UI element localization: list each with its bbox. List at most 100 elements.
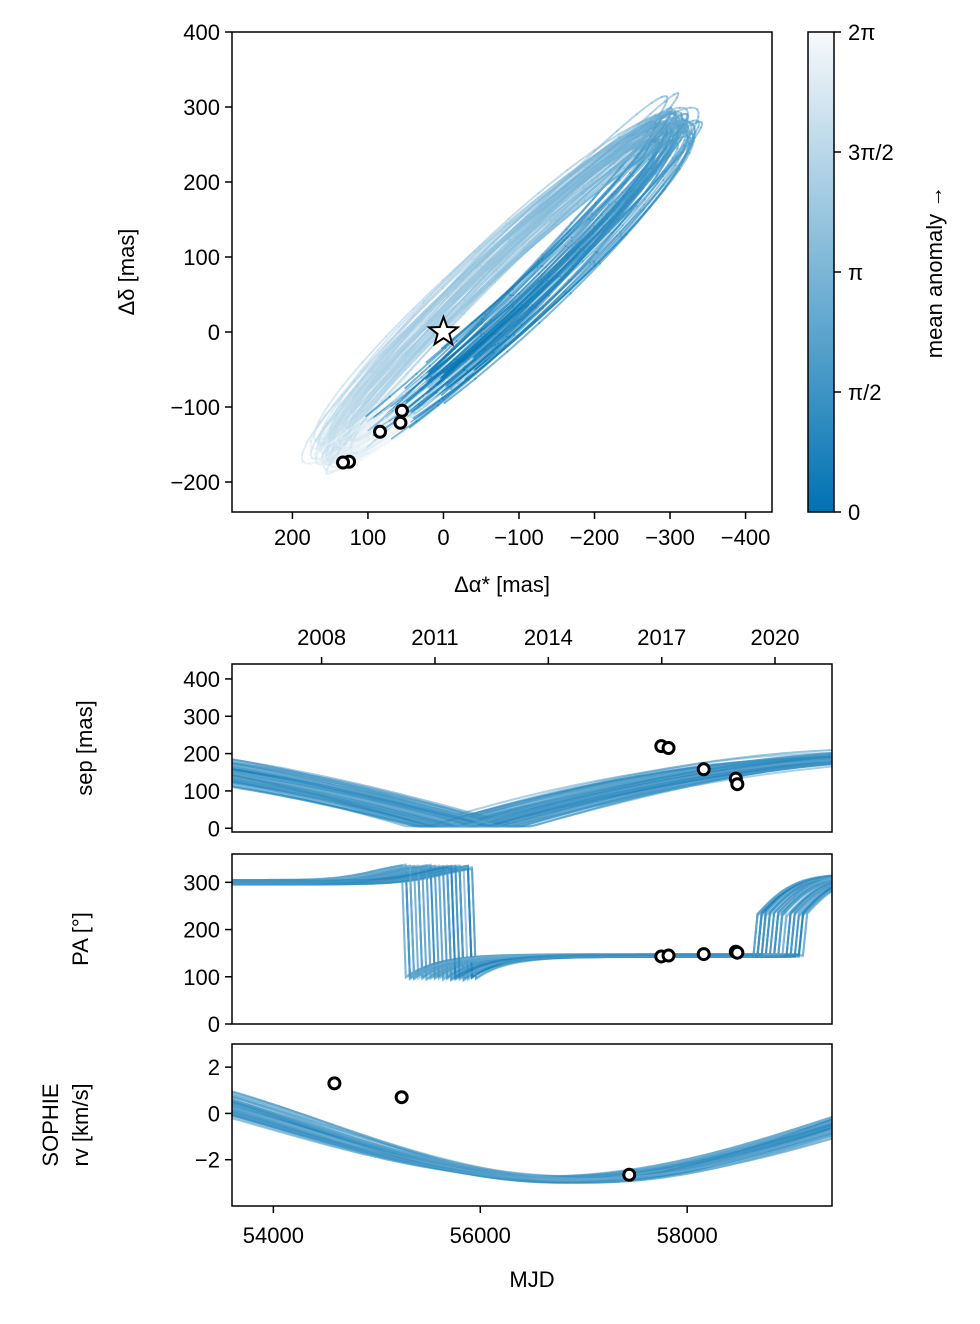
orbit-segment	[689, 106, 699, 111]
orbit-segment	[623, 124, 648, 141]
model-curve	[232, 751, 832, 828]
orbit-segment	[404, 341, 433, 372]
orbit-segment	[570, 192, 600, 224]
model-curve	[232, 1107, 832, 1180]
astrometry-frame	[231, 31, 773, 513]
orbit-segment	[601, 206, 625, 231]
orbit-segment	[625, 125, 642, 138]
observation-point	[373, 424, 388, 439]
orbit-segment	[622, 136, 646, 153]
orbit-segment	[678, 129, 686, 142]
model-curve	[232, 759, 832, 827]
orbit-segment	[450, 317, 483, 351]
orbit-segment	[594, 179, 621, 207]
orbit-segment	[473, 222, 508, 253]
orbit-segment	[410, 391, 438, 413]
orbit-segment	[555, 202, 584, 227]
orbit-segment	[700, 121, 704, 129]
orbit-segment	[565, 242, 596, 274]
orbit-segment	[604, 131, 632, 152]
orbit-segment	[527, 224, 558, 251]
orbit-segment	[470, 230, 504, 260]
model-curve	[232, 1101, 832, 1179]
model-curve	[232, 758, 832, 827]
model-curve	[232, 755, 832, 828]
y-tick-label: 200	[183, 742, 220, 767]
orbit-segment	[381, 372, 408, 402]
orbit-segment	[361, 394, 378, 413]
orbit-segment	[371, 352, 398, 380]
orbit-segment	[506, 321, 541, 353]
model-curve	[232, 1110, 832, 1179]
model-curve	[232, 1114, 832, 1179]
orbit-segment	[513, 203, 548, 232]
astrometry-y-ticks: 400 300 200 100 0 −100 −200	[170, 20, 232, 495]
orbit-segment	[693, 126, 703, 139]
astrometry-orbit-curves	[300, 92, 704, 475]
orbit-segment	[363, 410, 384, 427]
radial-velocity-y-axis-label-line1: SOPHIE	[38, 1083, 63, 1166]
model-curve	[232, 1091, 832, 1184]
model-curve	[232, 1101, 832, 1183]
orbit-segment	[540, 191, 573, 219]
orbit-segment	[400, 326, 428, 357]
orbit-segment	[437, 378, 470, 407]
orbit-segment	[365, 393, 382, 413]
model-curve	[232, 1093, 832, 1180]
orbit-segment	[509, 272, 540, 303]
orbit-segment	[654, 140, 658, 148]
model-curve	[232, 1101, 832, 1180]
model-curve	[232, 757, 832, 828]
model-curve	[232, 1100, 832, 1184]
orbit-segment	[383, 426, 411, 447]
model-curve	[232, 1101, 832, 1180]
model-curve	[232, 1102, 832, 1181]
orbit-segment	[472, 346, 507, 376]
orbit-segment	[474, 350, 509, 380]
model-curve	[232, 758, 832, 828]
orbit-segment	[467, 331, 499, 361]
orbit-segment	[349, 392, 366, 413]
orbit-segment	[656, 161, 675, 184]
orbit-segment	[559, 261, 591, 292]
model-curve	[232, 868, 832, 982]
y-tick-label: 300	[183, 870, 220, 895]
orbit-segment	[316, 404, 335, 428]
orbit-segment	[510, 265, 544, 297]
model-curve	[232, 1099, 832, 1179]
year-tick-label: 2014	[524, 625, 573, 650]
orbit-segment	[422, 369, 455, 397]
orbit-segment	[594, 178, 620, 205]
orbit-segment	[671, 113, 684, 122]
orbit-segment	[438, 369, 468, 395]
orbit-segment	[325, 452, 336, 457]
orbit-segment	[683, 133, 691, 147]
orbit-segment	[412, 396, 444, 420]
model-curve	[232, 1099, 832, 1181]
orbit-segment	[365, 416, 387, 432]
orbit-segment	[369, 343, 395, 372]
orbit-segment	[464, 241, 495, 272]
orbit-segment	[356, 446, 375, 457]
orbit-segment	[453, 274, 484, 305]
orbit-segment	[540, 236, 569, 268]
orbit-segment	[353, 354, 381, 384]
orbit-segment	[535, 271, 568, 304]
model-curve	[232, 755, 832, 828]
orbit-segment	[537, 245, 567, 275]
colorbar-tick-label: π	[848, 260, 863, 285]
orbit-segment	[332, 381, 356, 407]
orbit-segment	[421, 361, 453, 390]
model-curve	[232, 758, 832, 828]
orbit-segment	[350, 369, 372, 396]
orbit-segment	[672, 144, 686, 164]
orbit-segment	[317, 428, 326, 441]
orbit-segment	[545, 184, 577, 212]
orbit-segment	[610, 205, 638, 234]
orbit-segment	[428, 286, 457, 319]
model-curve	[232, 1103, 832, 1179]
model-curve	[232, 1114, 832, 1180]
model-curve	[232, 1112, 832, 1178]
model-curve	[232, 759, 832, 826]
astrometry-panel: 200 100 0 −100 −200 −300 −400 400 300 200 100 0 −10…	[114, 20, 773, 597]
